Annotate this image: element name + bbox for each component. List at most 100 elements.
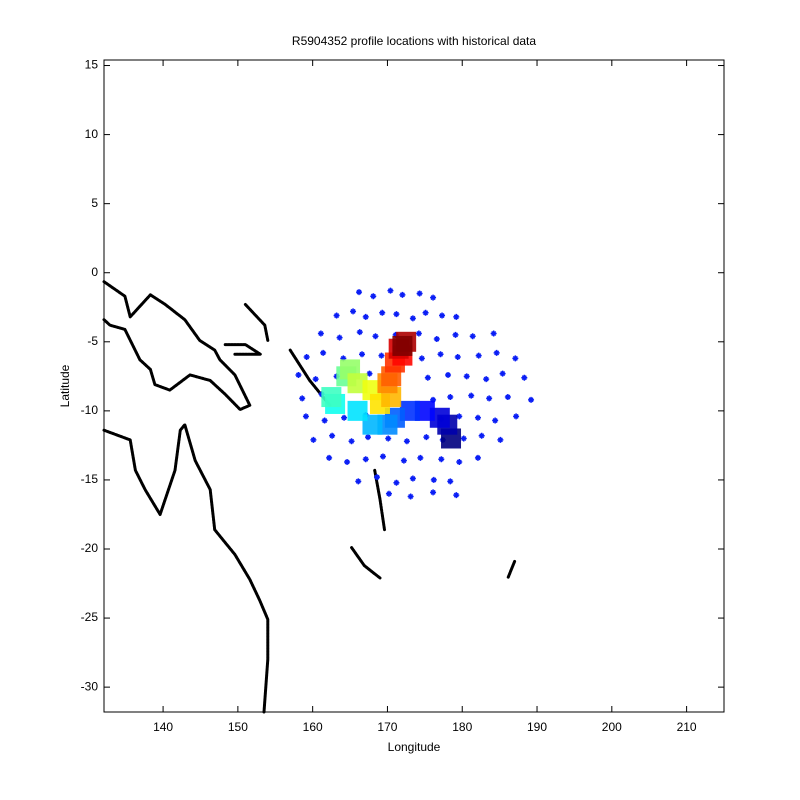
historical-point: [348, 438, 355, 445]
historical-point: [468, 392, 475, 399]
historical-point: [521, 374, 528, 381]
historical-point: [373, 474, 380, 481]
historical-point: [445, 371, 452, 378]
historical-point: [490, 330, 497, 337]
profile-point: [347, 400, 368, 421]
historical-point: [312, 376, 319, 383]
y-tick-label: 5: [91, 196, 98, 210]
historical-point: [362, 456, 369, 463]
historical-point: [512, 355, 519, 362]
historical-point: [387, 287, 394, 294]
historical-point: [424, 374, 431, 381]
historical-point: [437, 351, 444, 358]
historical-point: [379, 453, 386, 460]
y-tick-label: 15: [85, 58, 99, 72]
historical-point: [456, 458, 463, 465]
x-tick-label: 140: [153, 720, 173, 734]
historical-point: [453, 313, 460, 320]
historical-point: [452, 331, 459, 338]
historical-point: [430, 396, 437, 403]
x-tick-label: 200: [602, 720, 622, 734]
historical-point: [385, 435, 392, 442]
historical-point: [438, 456, 445, 463]
historical-point: [344, 458, 351, 465]
historical-point: [492, 417, 499, 424]
historical-point: [423, 434, 430, 441]
y-axis-label: Latitude: [58, 364, 72, 407]
profile-point: [392, 335, 413, 356]
profile-point: [321, 387, 342, 408]
historical-point: [430, 294, 437, 301]
historical-point: [418, 355, 425, 362]
historical-point: [497, 436, 504, 443]
historical-point: [409, 475, 416, 482]
historical-point: [453, 492, 460, 499]
historical-point: [430, 489, 437, 496]
historical-point: [528, 396, 535, 403]
historical-point: [463, 373, 470, 380]
historical-point: [295, 371, 302, 378]
historical-point: [493, 349, 500, 356]
historical-point: [392, 331, 399, 338]
historical-point: [359, 351, 366, 358]
y-tick-label: -10: [81, 403, 99, 417]
historical-point: [378, 352, 385, 359]
historical-point: [469, 333, 476, 340]
y-tick-label: -20: [81, 541, 99, 555]
y-tick-label: 10: [85, 127, 99, 141]
historical-point: [302, 413, 309, 420]
historical-point: [299, 395, 306, 402]
historical-point: [483, 376, 490, 383]
historical-point: [372, 333, 379, 340]
historical-point: [513, 413, 520, 420]
historical-point: [454, 353, 461, 360]
historical-point: [366, 370, 373, 377]
historical-point: [504, 394, 511, 401]
historical-point: [433, 336, 440, 343]
historical-point: [329, 432, 336, 439]
y-tick-label: -30: [81, 679, 99, 693]
historical-point: [474, 414, 481, 421]
historical-point: [416, 290, 423, 297]
historical-point: [303, 353, 310, 360]
historical-point: [356, 329, 363, 336]
historical-point: [341, 414, 348, 421]
historical-point: [326, 454, 333, 461]
historical-point: [362, 313, 369, 320]
historical-point: [400, 457, 407, 464]
historical-point: [475, 352, 482, 359]
x-tick-label: 180: [452, 720, 472, 734]
historical-point: [321, 417, 328, 424]
historical-point: [379, 309, 386, 316]
x-axis-label: Longitude: [388, 740, 441, 754]
historical-point: [456, 413, 463, 420]
historical-point: [310, 436, 317, 443]
historical-point: [393, 311, 400, 318]
x-tick-label: 160: [303, 720, 323, 734]
historical-point: [320, 349, 327, 356]
y-tick-label: -25: [81, 610, 99, 624]
historical-point: [409, 315, 416, 322]
historical-point: [317, 330, 324, 337]
historical-point: [474, 454, 481, 461]
historical-point: [478, 432, 485, 439]
historical-point: [417, 454, 424, 461]
y-tick-label: 0: [91, 265, 98, 279]
x-tick-label: 150: [228, 720, 248, 734]
x-tick-label: 210: [677, 720, 697, 734]
historical-point: [447, 478, 454, 485]
historical-point: [430, 476, 437, 483]
coastline: [102, 87, 718, 714]
x-tick-label: 170: [377, 720, 397, 734]
historical-point: [340, 355, 347, 362]
historical-point: [385, 490, 392, 497]
historical-point: [350, 308, 357, 315]
plot-frame: [103, 59, 725, 713]
historical-point: [336, 334, 343, 341]
historical-point: [356, 289, 363, 296]
y-tick-label: -5: [87, 334, 98, 348]
historical-point: [370, 293, 377, 300]
historical-point: [499, 370, 506, 377]
historical-point: [447, 394, 454, 401]
